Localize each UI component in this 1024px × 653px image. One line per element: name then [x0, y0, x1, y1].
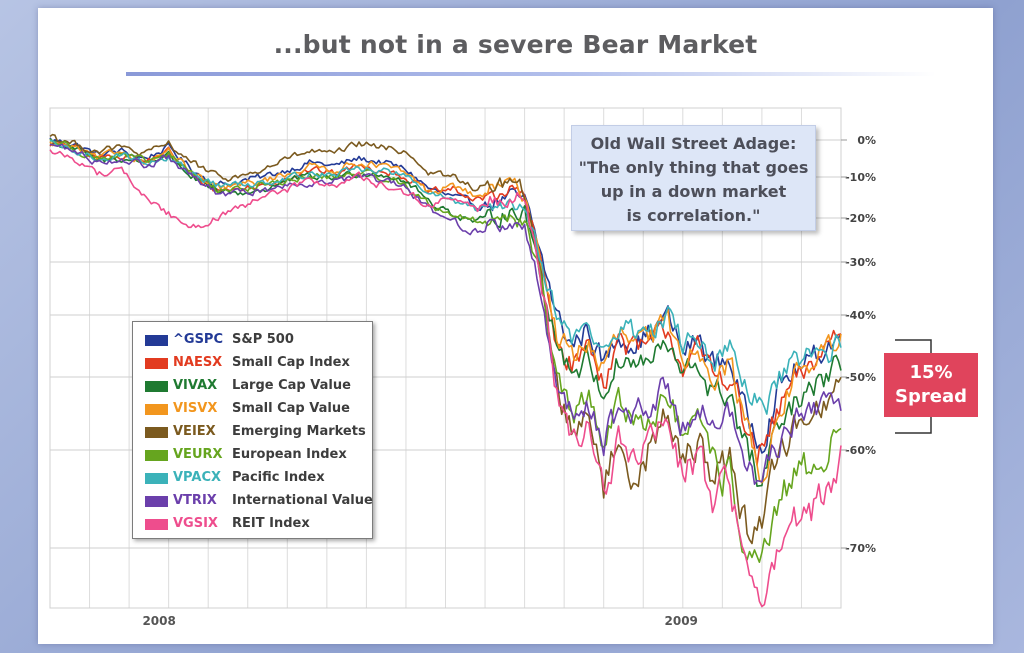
legend-label: European Index [232, 445, 347, 465]
y-tick-label: -60% [845, 444, 876, 457]
y-tick-label: -20% [845, 212, 876, 225]
legend-label: International Value [232, 491, 373, 511]
y-tick-label: -40% [845, 309, 876, 322]
adage-callout: Old Wall Street Adage: "The only thing t… [571, 125, 816, 231]
legend-swatch [145, 358, 168, 369]
legend-swatch [145, 404, 168, 415]
legend-swatch [145, 473, 168, 484]
spread-badge: 15% Spread [884, 353, 978, 417]
legend-ticker: VEURX [173, 445, 223, 465]
legend-label: Small Cap Index [232, 353, 350, 373]
legend-ticker: VTRIX [173, 491, 217, 511]
y-tick-label: -30% [845, 256, 876, 269]
y-tick-label: 0% [857, 134, 876, 147]
adage-line: up in a down market [572, 180, 815, 204]
x-tick-label: 2008 [142, 614, 175, 628]
legend-swatch [145, 335, 168, 346]
y-tick-label: -10% [845, 171, 876, 184]
legend-ticker: VEIEX [173, 422, 216, 442]
legend-swatch [145, 496, 168, 507]
adage-line: "The only thing that goes [572, 156, 815, 180]
legend-ticker: VGSIX [173, 514, 218, 534]
legend-label: Emerging Markets [232, 422, 366, 442]
y-tick-label: -70% [845, 542, 876, 555]
y-tick-label: -50% [845, 371, 876, 384]
legend-ticker: VISVX [173, 399, 217, 419]
title-underline [126, 72, 936, 76]
legend-ticker: ^GSPC [173, 330, 223, 350]
legend-swatch [145, 427, 168, 438]
legend-label: S&P 500 [232, 330, 294, 350]
adage-line: is correlation." [572, 204, 815, 228]
adage-line: Old Wall Street Adage: [572, 132, 815, 156]
legend-swatch [145, 450, 168, 461]
legend-ticker: NAESX [173, 353, 222, 373]
legend-swatch [145, 381, 168, 392]
chart-legend: ^GSPC S&P 500 NAESX Small Cap Index VIVAX Lar… [132, 321, 373, 539]
y-axis-ticks: 0% -10% -20% -30% -40% -50% -60% -70% [841, 134, 876, 555]
x-axis-ticks: 2008 2009 [142, 614, 697, 628]
legend-ticker: VPACX [173, 468, 221, 488]
legend-label: REIT Index [232, 514, 310, 534]
spread-label: Spread [884, 385, 978, 409]
x-tick-label: 2009 [665, 614, 698, 628]
legend-label: Large Cap Value [232, 376, 351, 396]
page-title: ...but not in a severe Bear Market [38, 30, 993, 59]
legend-label: Small Cap Value [232, 399, 350, 419]
slide: 0% -10% -20% -30% -40% -50% -60% -70% 2008 2009 … [38, 8, 993, 644]
spread-value: 15% [884, 361, 978, 385]
legend-ticker: VIVAX [173, 376, 217, 396]
legend-swatch [145, 519, 168, 530]
legend-label: Pacific Index [232, 468, 325, 488]
